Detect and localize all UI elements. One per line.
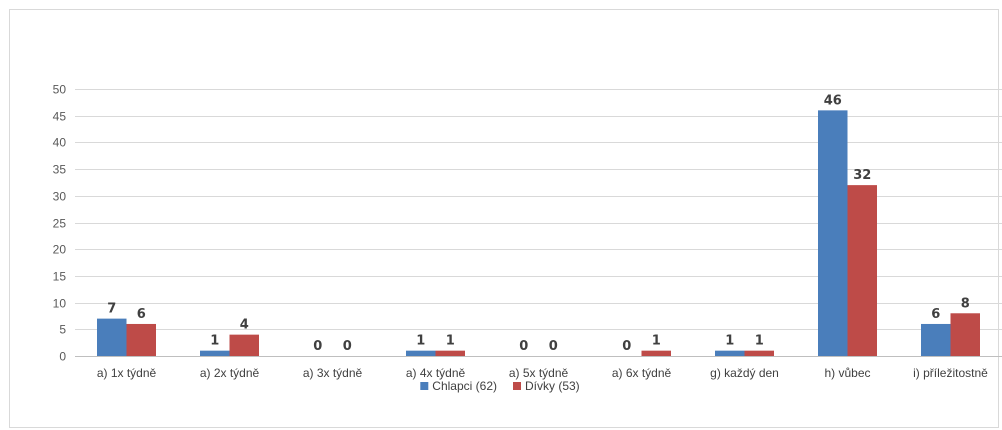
x-axis-categories: a) 1x týdně a) 2x týdně a) 3x týdně a) 4x t… — [97, 366, 988, 380]
data-label: 1 — [416, 334, 425, 349]
bar-series-1-category-6 — [744, 350, 774, 356]
x-category-label: i) příležitostně — [913, 366, 988, 380]
legend-label: Chlapci (62) — [432, 379, 497, 393]
x-category-label: h) vůbec — [824, 366, 870, 380]
data-label: 1 — [210, 334, 219, 349]
data-label: 0 — [519, 339, 528, 354]
bar-series-0-category-7 — [818, 110, 848, 356]
x-category-label: a) 4x týdně — [406, 366, 466, 380]
x-category-label: a) 1x týdně — [97, 366, 157, 380]
bar-series-0-category-8 — [921, 323, 951, 356]
y-tick-label: 5 — [59, 323, 66, 337]
bar-series-1-category-7 — [847, 185, 877, 356]
bar-series-0-category-0 — [97, 318, 127, 356]
data-label: 1 — [725, 334, 734, 349]
data-label: 7 — [107, 302, 116, 317]
bar-series-0-category-6 — [715, 350, 745, 356]
x-category-label: a) 3x týdně — [303, 366, 363, 380]
y-tick-label: 45 — [53, 110, 67, 124]
bar-series-1-category-5 — [641, 350, 671, 356]
data-label: 32 — [853, 168, 871, 183]
data-label: 0 — [622, 339, 631, 354]
y-tick-label: 40 — [53, 136, 67, 150]
legend-swatch — [513, 382, 522, 390]
data-label: 1 — [755, 334, 764, 349]
y-tick-label: 25 — [53, 217, 67, 231]
y-tick-label: 15 — [53, 270, 67, 284]
data-labels: 7 6 1 4 0 0 1 1 0 0 0 1 1 1 46 32 6 8 — [107, 93, 970, 354]
data-label: 0 — [343, 339, 352, 354]
x-category-label: a) 2x týdně — [200, 366, 260, 380]
x-category-label: a) 5x týdně — [509, 366, 569, 380]
bar-series-0-category-3 — [406, 350, 436, 356]
y-tick-label: 50 — [53, 83, 67, 97]
data-label: 1 — [652, 334, 661, 349]
x-category-label: a) 6x týdně — [612, 366, 672, 380]
legend: Chlapci (62) Dívky (53) — [420, 379, 580, 393]
data-label: 1 — [446, 334, 455, 349]
x-category-label: g) každý den — [710, 366, 779, 380]
bar-series-1-category-3 — [435, 350, 465, 356]
y-tick-label: 30 — [53, 190, 67, 204]
bar-series-0-category-1 — [200, 350, 230, 356]
bar-series-1-category-8 — [950, 313, 980, 356]
bar-series-1-category-0 — [126, 323, 156, 356]
data-label: 0 — [313, 339, 322, 354]
y-tick-label: 10 — [53, 297, 67, 311]
data-label: 6 — [137, 307, 146, 322]
data-label: 0 — [549, 339, 558, 354]
legend-label: Dívky (53) — [525, 379, 580, 393]
data-label: 46 — [824, 93, 842, 108]
bar-series-1-category-1 — [229, 334, 259, 356]
y-tick-label: 0 — [59, 350, 66, 364]
data-label: 6 — [931, 307, 940, 322]
legend-swatch — [420, 382, 429, 390]
data-label: 8 — [961, 296, 970, 311]
bars — [97, 110, 980, 356]
y-axis-ticks: 0 5 10 15 20 25 30 35 40 45 50 — [53, 83, 67, 364]
data-label: 4 — [240, 318, 249, 333]
y-tick-label: 20 — [53, 243, 67, 257]
y-tick-label: 35 — [53, 163, 67, 177]
